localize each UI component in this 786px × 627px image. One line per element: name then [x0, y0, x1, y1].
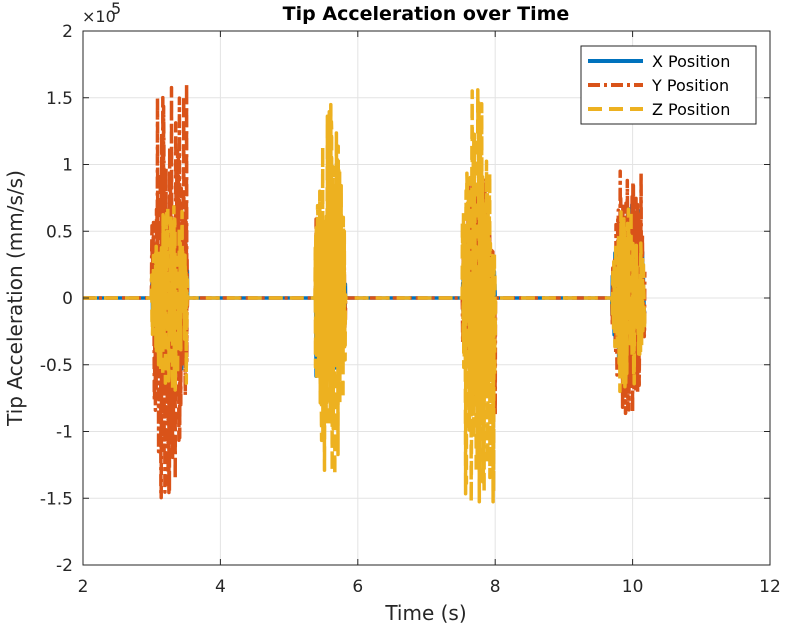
tick-labels: 2 4 6 8 10 12 -2 -1.5 -1 -0.5 0 0.5 1 1.5 2 [40, 22, 781, 597]
legend-label-z: Z Position [652, 100, 730, 119]
y-tick-label: -0.5 [40, 356, 73, 376]
y-tick-label: -1.5 [40, 489, 73, 509]
chart-title: Tip Acceleration over Time [283, 3, 570, 25]
x-tick-label: 12 [759, 577, 781, 597]
y-tick-label: 0.5 [46, 222, 73, 242]
axis-ticks [82, 30, 771, 566]
x-tick-label: 6 [352, 577, 363, 597]
y-axis-label: Tip Acceleration (mm/s/s) [3, 170, 27, 427]
legend-label-x: X Position [652, 52, 730, 71]
y-tick-label: 0 [62, 289, 73, 309]
x-tick-label: 2 [78, 577, 89, 597]
x-axis-label: Time (s) [384, 601, 466, 625]
y-exponent-base: ×10 [82, 7, 116, 26]
series-layer [83, 81, 647, 504]
x-tick-label: 4 [215, 577, 226, 597]
y-exponent-power: 5 [111, 0, 121, 18]
x-tick-label: 10 [622, 577, 644, 597]
y-tick-label: 1.5 [46, 89, 73, 109]
y-tick-label: 2 [62, 22, 73, 42]
y-tick-label: -1 [56, 423, 73, 443]
y-tick-label: 1 [62, 156, 73, 176]
legend: X Position Y Position Z Position [580, 45, 757, 125]
legend-label-y: Y Position [651, 76, 729, 95]
series-line-z [83, 88, 647, 504]
y-tick-label: -2 [56, 556, 73, 576]
x-tick-label: 8 [490, 577, 501, 597]
